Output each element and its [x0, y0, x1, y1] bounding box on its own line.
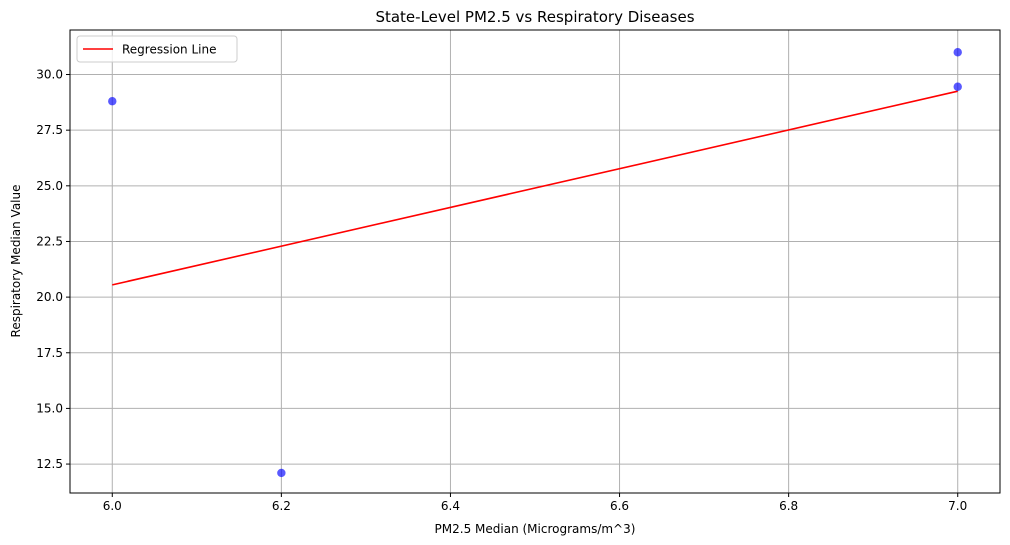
legend: Regression Line — [76, 35, 238, 63]
x-axis-ticks: 6.0 6.2 6.4 6.6 6.8 7.0 — [103, 493, 967, 513]
regression-line — [112, 90, 958, 286]
y-tick-label: 12.5 — [36, 457, 63, 471]
plot-area — [70, 30, 1000, 493]
x-tick-label: 6.8 — [779, 499, 798, 513]
scatter-point — [108, 97, 117, 106]
x-tick-label: 6.0 — [103, 499, 122, 513]
y-tick-label: 25.0 — [36, 179, 63, 193]
scatter-point — [953, 82, 962, 91]
x-tick-label: 7.0 — [948, 499, 967, 513]
y-tick-label: 15.0 — [36, 401, 63, 415]
scatter-point — [953, 48, 962, 57]
x-tick-label: 6.4 — [441, 499, 460, 513]
regression-line-layer — [112, 90, 958, 286]
legend-label-regression: Regression Line — [122, 43, 216, 57]
scatter-point — [277, 468, 286, 478]
chart-title: State-Level PM2.5 vs Respiratory Disease… — [375, 8, 694, 26]
grid — [70, 30, 1000, 493]
scatter-points-layer — [108, 48, 962, 478]
y-tick-label: 30.0 — [36, 68, 63, 82]
legend-box — [76, 35, 238, 63]
x-tick-label: 6.6 — [610, 499, 629, 513]
y-axis-label: Respiratory Median Value — [9, 185, 23, 338]
x-tick-label: 6.2 — [272, 499, 291, 513]
y-tick-label: 27.5 — [36, 123, 63, 137]
y-axis-ticks: 12.5 15.0 17.5 20.0 22.5 25.0 27.5 30.0 — [36, 68, 70, 471]
y-tick-label: 17.5 — [36, 346, 63, 360]
x-axis-label: PM2.5 Median (Micrograms/m^3) — [435, 522, 636, 536]
y-tick-label: 22.5 — [36, 234, 63, 248]
y-tick-label: 20.0 — [36, 290, 63, 304]
plot-frame — [69, 29, 1001, 494]
